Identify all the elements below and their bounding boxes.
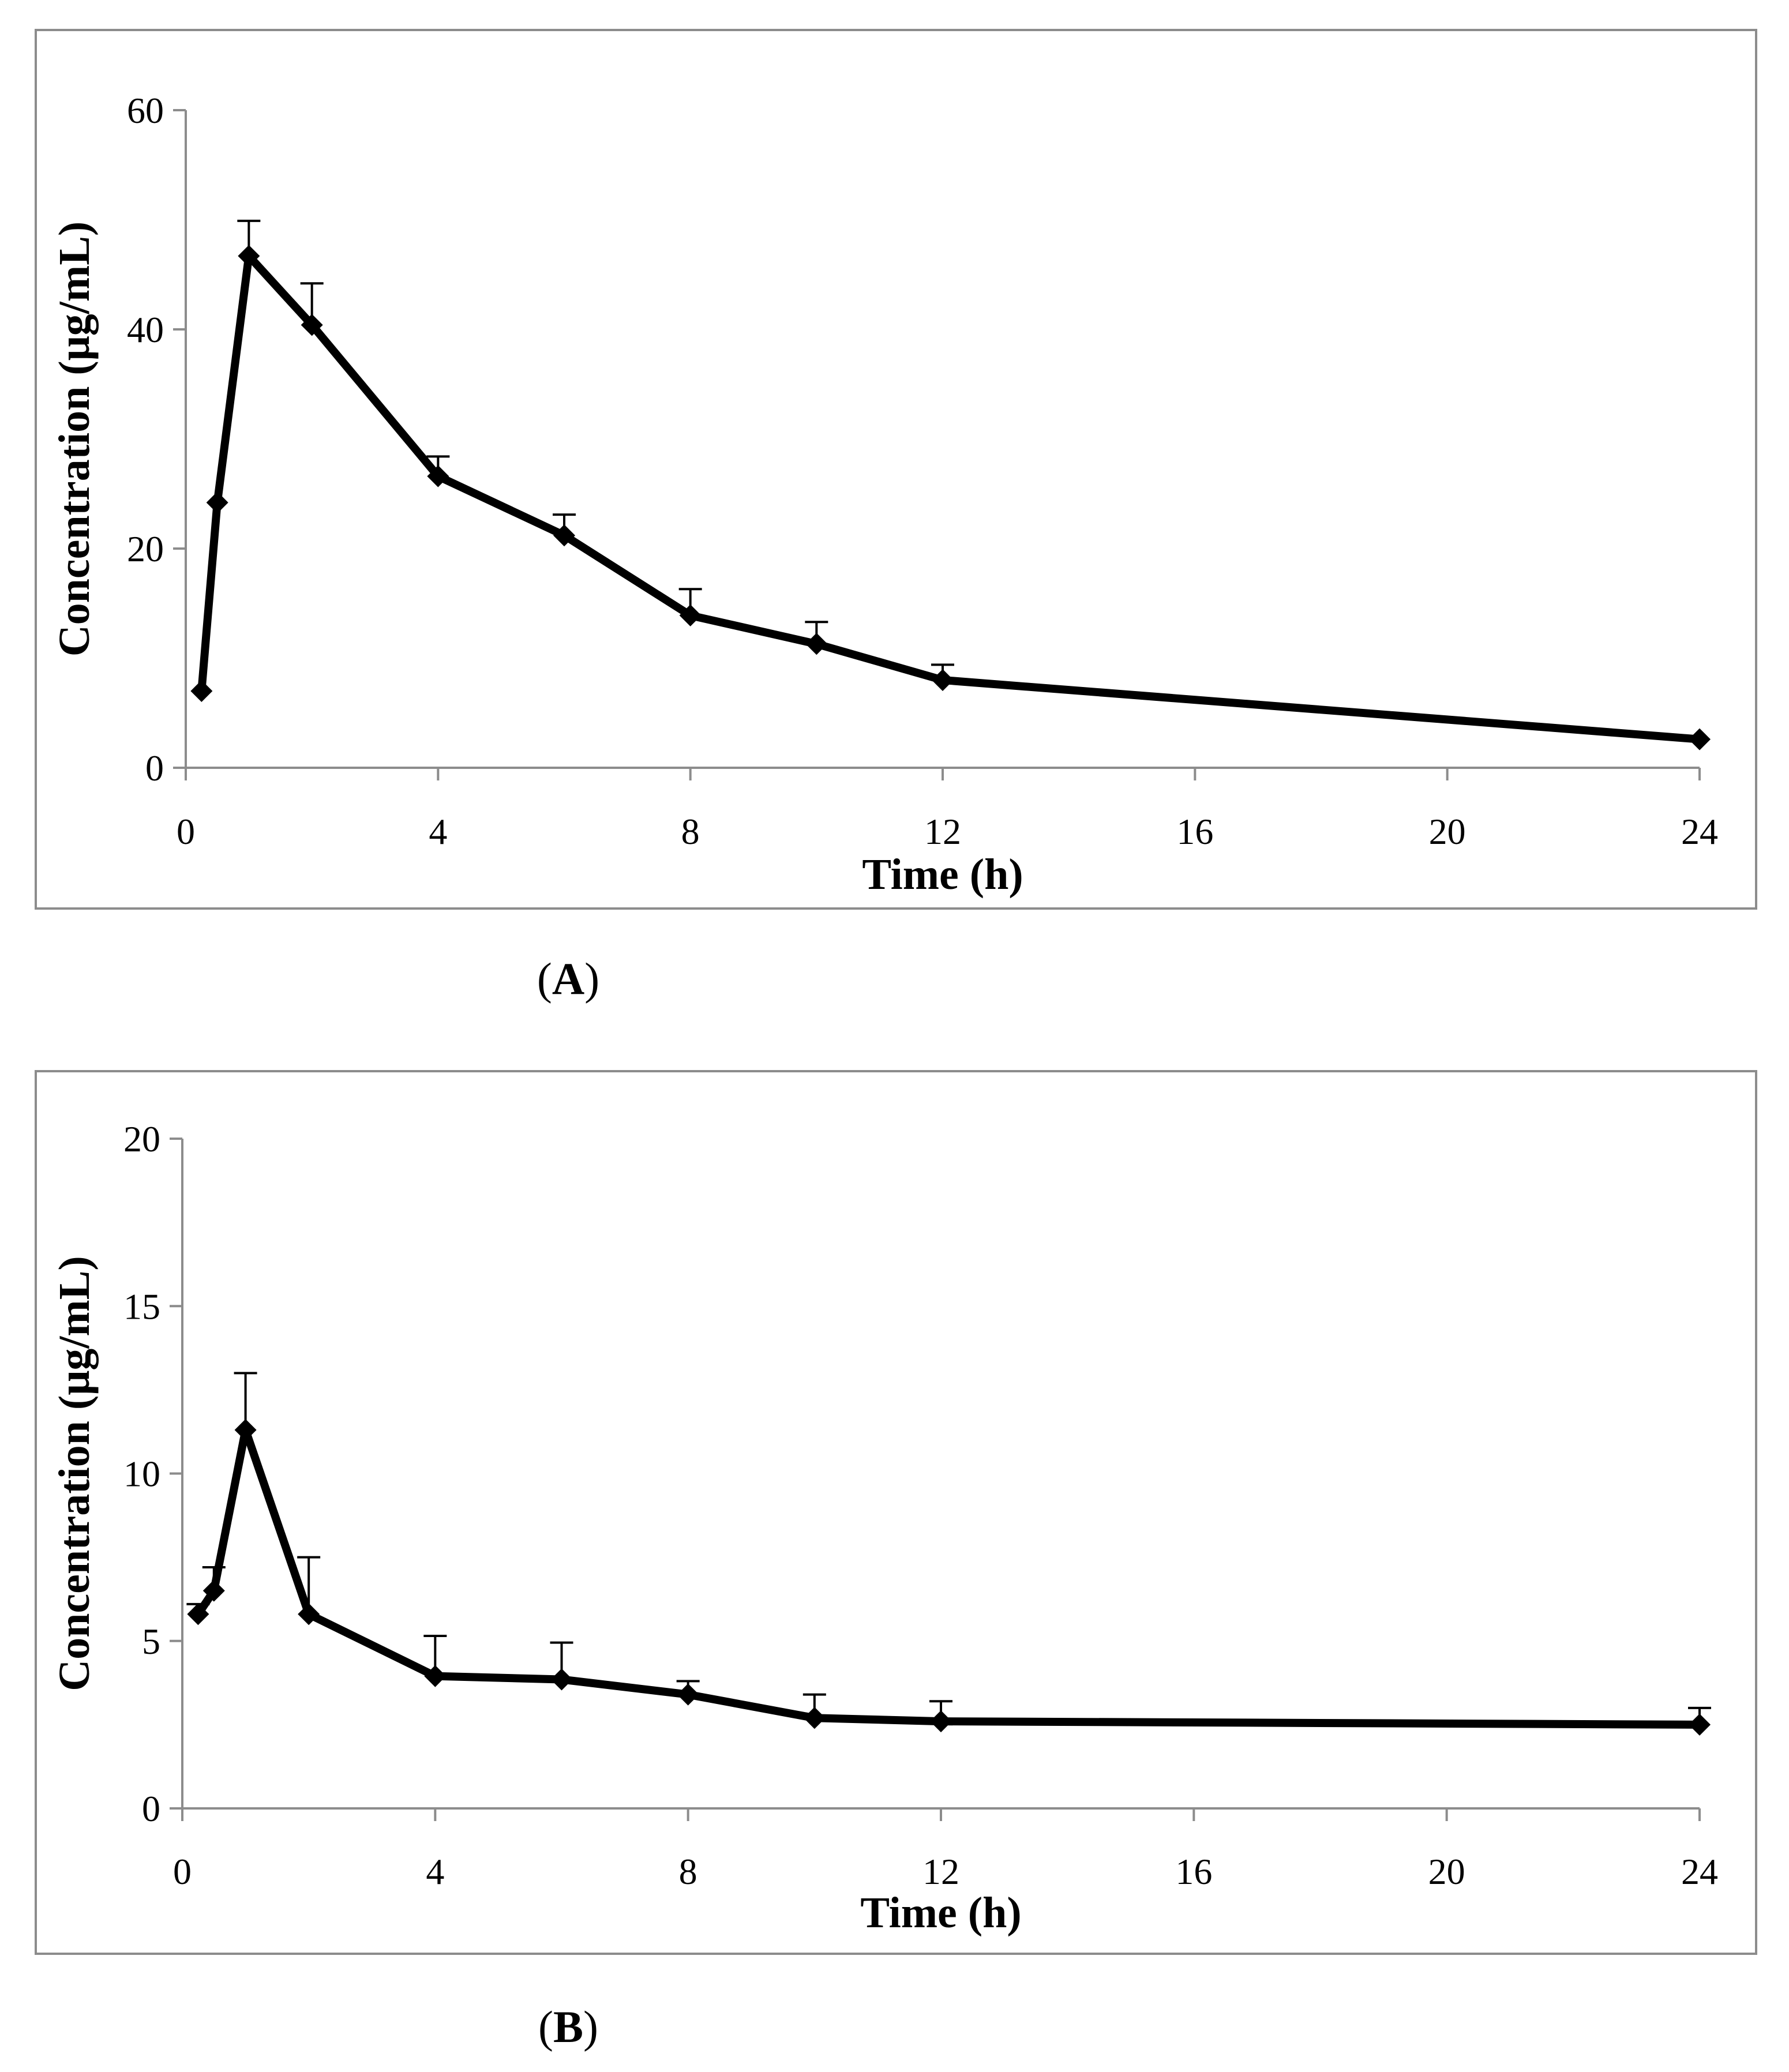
chart-a-x-tick-label-4: 16	[1176, 811, 1213, 852]
chart-b-series-line	[194, 1426, 1704, 1729]
chart-a-y-tick-label-0: 0	[145, 748, 164, 789]
chart-b-y-tick-label-0: 0	[142, 1788, 160, 1829]
chart-a-data-point-8	[932, 669, 954, 691]
chart-a-x-tick-label-5: 20	[1429, 811, 1466, 852]
chart-b-markers	[187, 1419, 1711, 1736]
chart-a-data-point-1	[206, 491, 228, 514]
chart-b-data-point-8	[930, 1710, 952, 1733]
chart-b-data-point-4	[424, 1665, 447, 1687]
chart-b-data-point-7	[803, 1707, 826, 1729]
chart-b-data-point-1	[202, 1579, 225, 1602]
chart-b-x-axis-title: Time (h)	[860, 1889, 1021, 1937]
chart-a-x-axis-title: Time (h)	[862, 850, 1023, 899]
chart-a-data-point-5	[553, 524, 575, 547]
chart-b-y-tick-label-3: 15	[123, 1286, 160, 1327]
panel-label-b: (B)	[538, 2002, 598, 2052]
chart-b-x-tick-label-2: 8	[679, 1851, 697, 1892]
chart-a-x-ticks: 0 4 8 12 16 20 24	[177, 768, 1718, 852]
chart-panel-a: 0 20 40 60 0 4 8 12 16 20 24 Time (h) Concentrati…	[35, 29, 1757, 910]
chart-b-y-tick-label-2: 10	[123, 1454, 160, 1495]
chart-b-frame	[35, 1070, 1757, 1955]
chart-b-x-ticks: 0 4 8 12 16 20 24	[173, 1808, 1718, 1892]
chart-b-data-point-9	[1689, 1713, 1711, 1736]
chart-a-y-tick-label-3: 60	[127, 90, 164, 131]
panel-label-b-letter: B	[553, 2002, 583, 2052]
chart-a-frame	[35, 29, 1757, 910]
chart-a-data-point-3	[301, 314, 323, 336]
chart-a-y-tick-label-2: 40	[127, 309, 164, 350]
chart-b-x-tick-label-1: 4	[426, 1851, 444, 1892]
chart-b-y-axis-title: Concentration (μg/mL)	[50, 1256, 99, 1691]
chart-b-y-ticks: 0 5 10 15 20	[123, 1118, 182, 1829]
chart-b-data-point-2	[234, 1419, 257, 1442]
chart-panel-b: 0 5 10 15 20 0 4 8 12 16 20 24 Time (h) Concentrat…	[35, 1070, 1757, 1955]
chart-a-y-ticks: 0 20 40 60	[127, 90, 186, 789]
chart-b-y-tick-label-1: 5	[142, 1621, 160, 1662]
chart-a-x-tick-label-6: 24	[1681, 811, 1718, 852]
chart-a-markers	[190, 245, 1711, 750]
chart-a-y-tick-label-1: 20	[127, 528, 164, 569]
chart-a-x-tick-label-0: 0	[177, 811, 195, 852]
chart-a-data-point-7	[805, 633, 828, 655]
chart-a-data-point-9	[1689, 728, 1711, 750]
chart-a-y-axis-title: Concentration (μg/mL)	[50, 222, 99, 656]
chart-b-data-point-0	[187, 1603, 209, 1626]
chart-a-data-point-6	[679, 604, 702, 626]
chart-a-x-tick-label-3: 12	[924, 811, 961, 852]
chart-b-data-point-6	[677, 1683, 699, 1706]
chart-b-x-tick-label-0: 0	[173, 1851, 192, 1892]
chart-b-x-tick-label-5: 20	[1428, 1851, 1465, 1892]
chart-b-x-tick-label-4: 16	[1175, 1851, 1212, 1892]
chart-a-data-point-0	[190, 680, 213, 702]
chart-a-x-tick-label-2: 8	[681, 811, 700, 852]
panel-label-a: (A)	[537, 954, 599, 1004]
chart-a-data-point-2	[238, 245, 260, 267]
chart-a-series-line	[197, 252, 1704, 744]
chart-a-data-point-4	[427, 465, 449, 487]
chart-b-data-point-3	[298, 1603, 320, 1626]
chart-b-y-tick-label-4: 20	[123, 1118, 160, 1159]
chart-b-data-point-5	[550, 1668, 573, 1691]
chart-b-x-tick-label-3: 12	[922, 1851, 959, 1892]
panel-label-a-letter: A	[552, 954, 584, 1004]
chart-b-x-tick-label-6: 24	[1681, 1851, 1718, 1892]
chart-a-x-tick-label-1: 4	[429, 811, 447, 852]
